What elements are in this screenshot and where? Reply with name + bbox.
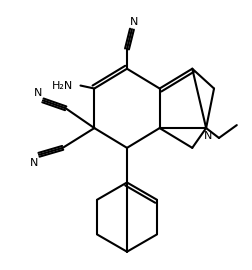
Text: N: N <box>34 89 42 99</box>
Text: H₂N: H₂N <box>52 80 73 90</box>
Text: N: N <box>30 158 38 168</box>
Text: N: N <box>129 17 138 27</box>
Text: N: N <box>203 131 211 141</box>
